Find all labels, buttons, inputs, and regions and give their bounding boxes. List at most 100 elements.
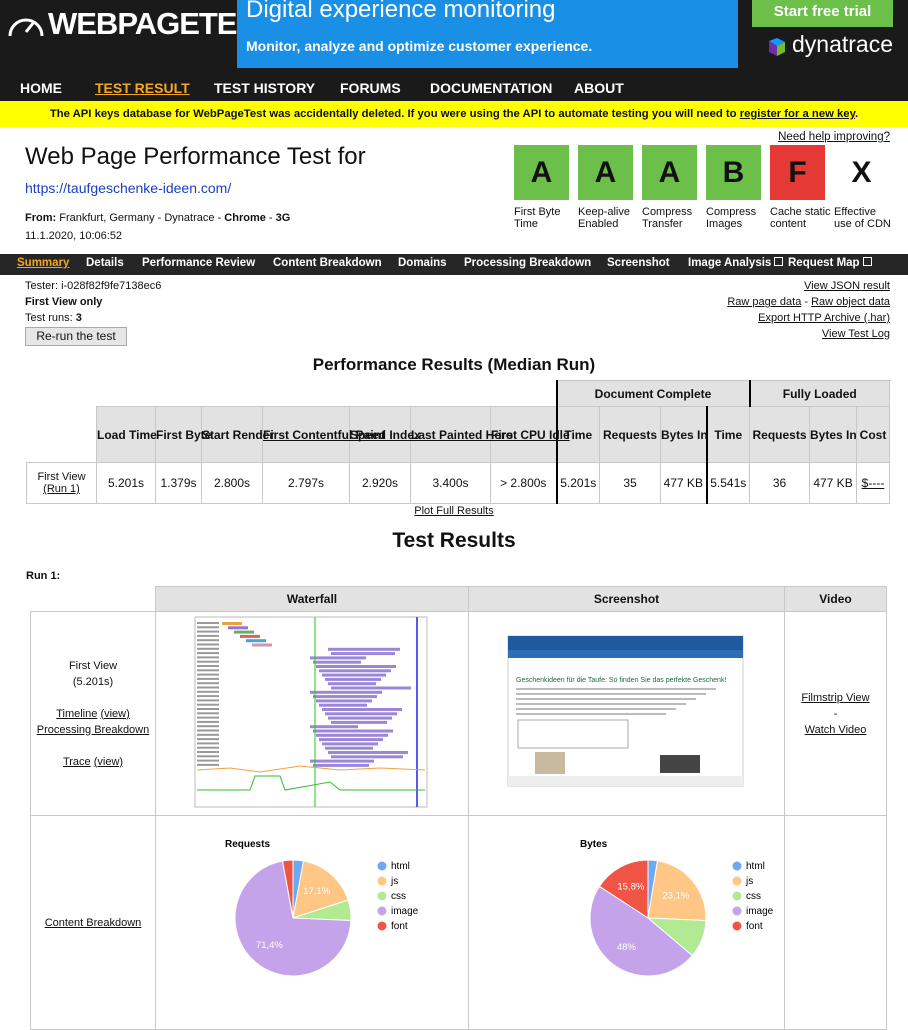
- grade-label: Compress Images: [706, 206, 757, 230]
- view-mode: First View only: [25, 296, 103, 308]
- blank-cell: [26, 380, 97, 463]
- json-link[interactable]: View JSON result: [804, 280, 890, 292]
- col-header: Bytes In: [809, 406, 858, 463]
- external-icon: [774, 257, 784, 266]
- col-header: Speed Index: [349, 406, 421, 463]
- view-link[interactable]: (view): [93, 755, 124, 768]
- nav-item[interactable]: ABOUT: [574, 80, 624, 96]
- connection: 3G: [275, 212, 291, 224]
- help-link[interactable]: Need help improving?: [778, 131, 890, 143]
- blank-cell: [96, 380, 557, 407]
- first-view: First View: [68, 659, 118, 672]
- ad-banner[interactable]: [237, 0, 738, 68]
- grade-box: F: [770, 145, 825, 200]
- waterfall-cell: [155, 611, 469, 816]
- plot-link[interactable]: Plot Full Results: [414, 505, 494, 517]
- rerun-button[interactable]: Re-run the test: [25, 327, 127, 346]
- results-table: Document Complete Fully Loaded Load Time Fi…: [26, 380, 891, 504]
- notice-text: The API keys database for WebPageTest wa…: [49, 108, 737, 120]
- sponsor-icon: [769, 38, 785, 56]
- har-link[interactable]: Export HTTP Archive (.har): [758, 312, 890, 324]
- pie-cell: [468, 815, 785, 1030]
- group-header: Document Complete: [555, 380, 751, 407]
- col-header: Cost: [856, 406, 891, 463]
- row: Document Complete Fully Loaded: [26, 380, 891, 463]
- nav-item[interactable]: FORUMS: [340, 80, 401, 96]
- notice-link[interactable]: register for a new key: [739, 108, 856, 120]
- timeline-link[interactable]: Timeline: [56, 707, 98, 720]
- grade-label: Keep-alive Enabled: [578, 206, 630, 230]
- tab[interactable]: Domains: [398, 257, 447, 269]
- screenshot-cell: [468, 611, 785, 816]
- pie-cell: [155, 815, 469, 1030]
- ad-title: Digital experience monitoring: [246, 0, 556, 23]
- tab[interactable]: Summary: [17, 257, 70, 269]
- processing-link[interactable]: Processing Breakdown: [36, 723, 150, 736]
- cell: 477 KB: [809, 462, 858, 504]
- breakdown-link[interactable]: Content Breakdown: [44, 916, 142, 929]
- col-header: First Byte: [155, 406, 211, 463]
- separator: -: [268, 212, 273, 224]
- tab[interactable]: Content Breakdown: [273, 257, 382, 269]
- raw-object-link[interactable]: Raw object data: [811, 296, 890, 308]
- col-header: Load Time: [96, 406, 157, 463]
- cell: 3.400s: [410, 462, 491, 504]
- runs-label: Test runs:: [25, 312, 73, 324]
- date: 11.1.2020, 10:06:52: [25, 230, 123, 242]
- grade-box: B: [706, 145, 761, 200]
- filmstrip-link[interactable]: Filmstrip View: [801, 691, 870, 704]
- test-results-title: Test Results: [392, 529, 516, 552]
- empty-cell: [784, 815, 887, 1030]
- cell: 36: [749, 462, 811, 504]
- grade-label: Cache static content: [770, 206, 831, 230]
- run-link[interactable]: (Run 1): [43, 483, 80, 495]
- col-header: Last Painted Hero: [410, 406, 513, 463]
- trial-button[interactable]: Start free trial: [752, 0, 893, 27]
- cell: 1.379s: [155, 462, 202, 504]
- location: Frankfurt, Germany - Dynatrace -: [59, 212, 222, 224]
- cell: 2.797s: [262, 462, 350, 504]
- ad-text: Monitor, analyze and optimize customer e…: [246, 38, 593, 54]
- grade-label: Effective use of CDN: [834, 206, 891, 230]
- external-icon: [862, 257, 872, 266]
- blank-cell: [31, 587, 156, 612]
- grade-box: A: [578, 145, 633, 200]
- grade-label: First Byte Time: [514, 206, 561, 230]
- load-time: (5.201s): [72, 675, 114, 688]
- nav-item[interactable]: DOCUMENTATION: [430, 80, 553, 96]
- tab[interactable]: Performance Review: [142, 257, 256, 269]
- nav-item[interactable]: TEST HISTORY: [214, 80, 316, 96]
- tab[interactable]: Screenshot: [607, 257, 670, 269]
- cell: 5.201s: [96, 462, 156, 504]
- cell: 477 KB: [660, 462, 708, 504]
- col-header: Waterfall: [155, 586, 469, 612]
- from: From: Frankfurt, Germany - Dynatrace - C…: [25, 212, 290, 224]
- log-link[interactable]: View Test Log: [821, 328, 890, 340]
- tab[interactable]: Image Analysis: [688, 257, 784, 269]
- tab[interactable]: Request Map: [788, 257, 872, 269]
- test-url[interactable]: https://taufgeschenke-ideen.com/: [25, 180, 232, 196]
- logo-icon: [8, 18, 44, 37]
- breakdown-cell: Content Breakdown: [30, 815, 156, 1030]
- cell: > 2.800s: [489, 462, 558, 504]
- tab[interactable]: Details: [86, 257, 124, 269]
- raw-page-link[interactable]: Raw page data: [727, 296, 802, 308]
- tab[interactable]: Processing Breakdown: [464, 257, 592, 269]
- row-label: First View (Run 1): [26, 462, 97, 504]
- separator: -: [833, 707, 838, 720]
- video-link[interactable]: Watch Video: [804, 723, 867, 736]
- trace-link[interactable]: Trace: [62, 755, 91, 768]
- col-header: First CPU Idle: [489, 406, 570, 463]
- col-header: Start Render: [201, 406, 274, 463]
- runs: Test runs: 3: [25, 312, 82, 324]
- cell: $----: [856, 462, 891, 504]
- run-label: Run 1:: [26, 570, 61, 582]
- row: First View (Run 1) 5.201s 1.379s 2.800s 2.797…: [26, 462, 891, 504]
- nav-item[interactable]: TEST RESULT: [95, 80, 190, 96]
- group-header: Fully Loaded: [748, 380, 891, 407]
- video-cell: Filmstrip View - Watch Video: [784, 611, 887, 816]
- col-header: First Contentful Paint: [262, 406, 385, 463]
- view-link[interactable]: (view): [100, 707, 130, 720]
- nav-item[interactable]: HOME: [20, 80, 62, 96]
